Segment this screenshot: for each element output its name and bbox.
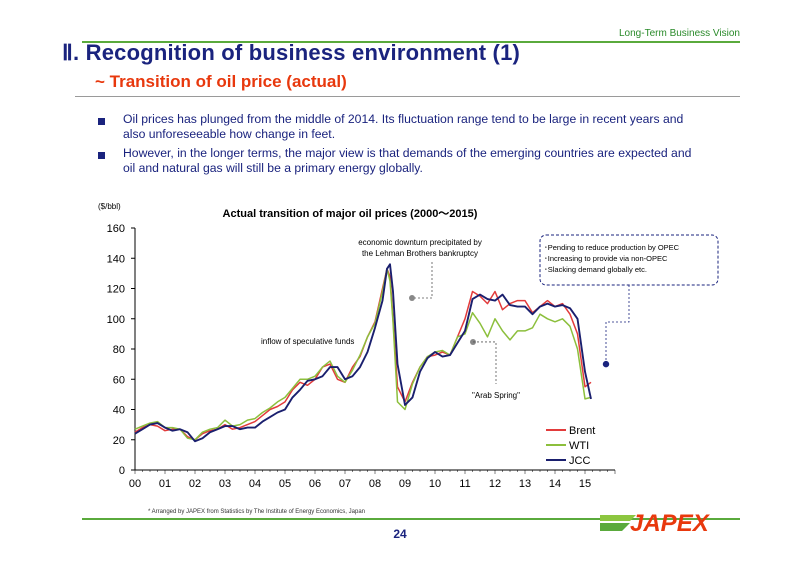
x-tick-label: 12 <box>489 478 501 490</box>
x-tick-label: 07 <box>339 478 351 490</box>
x-tick-label: 01 <box>159 478 171 490</box>
y-tick-label: 120 <box>107 284 125 296</box>
x-tick-label: 06 <box>309 478 321 490</box>
page-subtitle: ~ Transition of oil price (actual) <box>95 72 347 91</box>
annotation-marker <box>602 360 610 368</box>
y-tick-label: 160 <box>107 223 125 235</box>
annotation-marker <box>409 295 415 301</box>
x-tick-label: 14 <box>549 478 561 490</box>
bullet-text: However, in the longer terms, the major … <box>123 146 692 175</box>
annotation-box-line: ･Slacking demand globally etc. <box>544 265 647 274</box>
header-tag: Long-Term Business Vision <box>619 28 740 39</box>
annotation-arab-spring: "Arab Spring" <box>472 391 520 400</box>
annotation-box-line: ･Pending to reduce production by OPEC <box>544 243 680 252</box>
logo-text: JAPEX <box>630 510 711 537</box>
footnote: * Arranged by JAPEX from Statistics by T… <box>148 509 365 515</box>
x-tick-label: 00 <box>129 478 141 490</box>
bullet-marker <box>98 118 105 125</box>
y-axis-label: ($/bbl) <box>98 202 121 211</box>
y-tick-label: 140 <box>107 253 125 265</box>
footer-divider <box>82 518 740 520</box>
annotation-leader <box>473 341 497 384</box>
x-tick-label: 04 <box>249 478 261 490</box>
x-tick-label: 11 <box>459 478 470 490</box>
annotation-leader <box>412 262 433 299</box>
x-tick-label: 15 <box>579 478 591 490</box>
y-tick-label: 20 <box>113 435 125 447</box>
x-tick-label: 02 <box>189 478 201 490</box>
y-tick-label: 0 <box>119 465 125 477</box>
x-tick-label: 13 <box>519 478 531 490</box>
logo-stripe-lightgreen <box>600 515 636 521</box>
x-tick-label: 03 <box>219 478 231 490</box>
page-title: Ⅱ. Recognition of business environment (… <box>62 40 521 65</box>
bullet-text: Oil prices has plunged from the middle o… <box>123 112 684 141</box>
legend-label: JCC <box>569 455 590 467</box>
japex-logo: JAPEX <box>600 510 711 537</box>
annotation-speculative: inflow of speculative funds <box>261 337 354 346</box>
x-tick-label: 09 <box>399 478 411 490</box>
subtitle-divider <box>75 96 740 97</box>
y-tick-label: 60 <box>113 374 125 386</box>
logo-stripe-green <box>600 523 630 531</box>
annotation-lehman: the Lehman Brothers bankruptcy <box>362 249 478 258</box>
x-tick-label: 05 <box>279 478 291 490</box>
annotation-box-line: ･Increasing to provide via non-OPEC <box>544 254 668 263</box>
annotation-leader <box>605 285 630 365</box>
y-tick-label: 80 <box>113 344 125 356</box>
series-line-wti <box>134 268 592 441</box>
bullet-marker <box>98 152 105 159</box>
series-line-jcc <box>134 263 592 443</box>
annotation-lehman: economic downturn precipitated by <box>358 238 482 247</box>
chart-title: Actual transition of major oil prices (2… <box>223 208 478 220</box>
x-tick-label: 10 <box>429 478 441 490</box>
x-tick-label: 08 <box>369 478 381 490</box>
header-divider <box>82 41 740 43</box>
y-tick-label: 100 <box>107 314 125 326</box>
legend-label: Brent <box>569 425 595 437</box>
series-line-brent <box>134 268 592 441</box>
legend-label: WTI <box>569 440 589 452</box>
page-number: 24 <box>393 527 407 541</box>
y-tick-label: 40 <box>113 405 125 417</box>
